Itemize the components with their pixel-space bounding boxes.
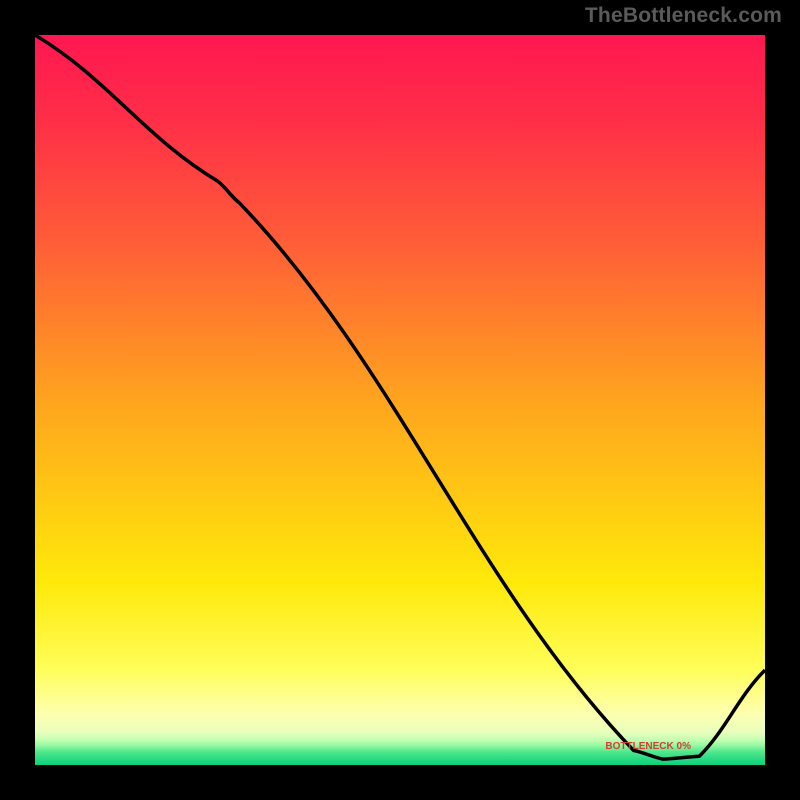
chart-container: TheBottleneck.com BOTTLENECK 0% — [0, 0, 800, 800]
watermark-text: TheBottleneck.com — [585, 4, 782, 28]
bottleneck-curve — [35, 35, 765, 759]
plot-area: BOTTLENECK 0% — [35, 35, 765, 765]
min-point-label: BOTTLENECK 0% — [605, 741, 691, 752]
chart-svg: BOTTLENECK 0% — [35, 35, 765, 765]
